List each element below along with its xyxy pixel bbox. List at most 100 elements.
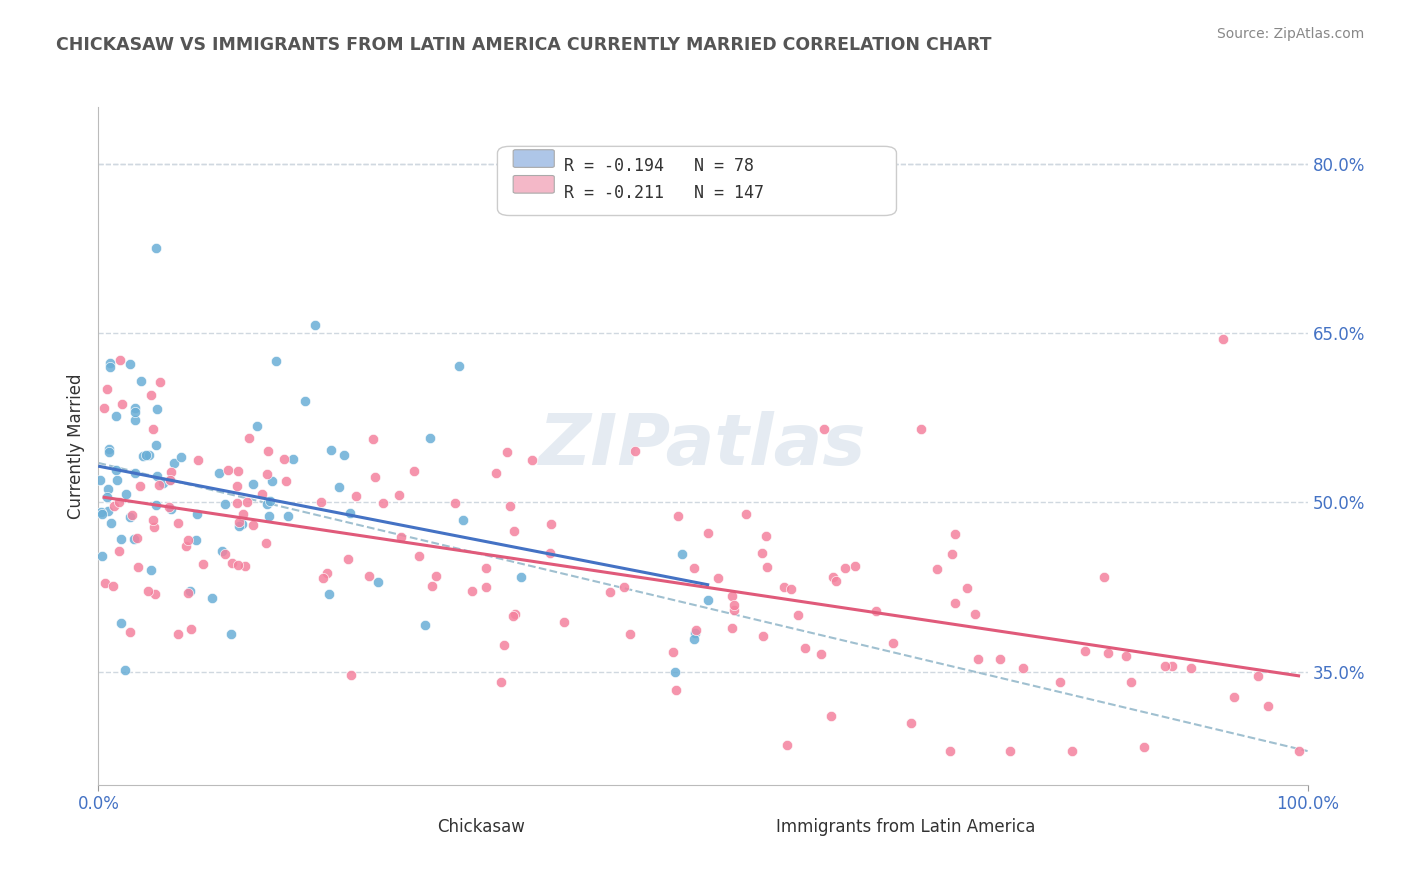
Point [228, 558, 250, 573]
Point [404, 464, 426, 478]
Point [94, 576, 117, 591]
Text: CHICKASAW VS IMMIGRANTS FROM LATIN AMERICA CURRENTLY MARRIED CORRELATION CHART: CHICKASAW VS IMMIGRANTS FROM LATIN AMERI… [56, 36, 991, 54]
Point [242, 476, 264, 491]
Point [259, 494, 281, 508]
Point [1161, 659, 1184, 673]
Point [98, 442, 121, 457]
Point [793, 641, 815, 656]
Point [97, 444, 120, 458]
Point [671, 547, 693, 561]
Point [346, 489, 368, 503]
Point [309, 494, 332, 508]
Point [1049, 674, 1071, 689]
Point [145, 241, 167, 255]
Point [105, 463, 128, 477]
Point [1257, 698, 1279, 713]
Point [124, 401, 146, 415]
Point [696, 592, 718, 607]
Point [256, 467, 278, 482]
Point [264, 354, 287, 368]
Point [129, 374, 152, 388]
Point [359, 569, 381, 583]
Point [274, 474, 297, 488]
Point [1011, 661, 1033, 675]
FancyBboxPatch shape [498, 146, 897, 216]
Point [825, 574, 848, 588]
Point [413, 617, 436, 632]
Point [273, 451, 295, 466]
Point [683, 626, 706, 640]
Point [810, 647, 832, 661]
Point [208, 466, 231, 480]
Point [214, 498, 236, 512]
Point [145, 498, 167, 512]
Point [389, 530, 412, 544]
Point [696, 526, 718, 541]
Point [152, 476, 174, 491]
Point [443, 496, 465, 510]
Point [776, 738, 799, 752]
Point [120, 624, 142, 639]
Point [283, 452, 305, 467]
Point [108, 353, 131, 368]
Point [226, 464, 249, 478]
Point [235, 495, 257, 509]
Point [254, 536, 277, 550]
Point [101, 579, 124, 593]
Point [170, 450, 193, 464]
Point [474, 580, 496, 594]
Point [683, 561, 706, 575]
Point [135, 448, 157, 462]
Point [613, 581, 636, 595]
Text: R = -0.211   N = 147: R = -0.211 N = 147 [564, 184, 763, 202]
Point [294, 394, 316, 409]
Point [318, 586, 340, 600]
Point [146, 468, 169, 483]
Point [167, 516, 190, 530]
Point [998, 744, 1021, 758]
Point [131, 450, 153, 464]
Point [219, 627, 242, 641]
Text: ZIPatlas: ZIPatlas [540, 411, 866, 481]
Point [1097, 647, 1119, 661]
Point [143, 587, 166, 601]
Point [489, 674, 512, 689]
Text: Source: ZipAtlas.com: Source: ZipAtlas.com [1216, 27, 1364, 41]
Point [721, 590, 744, 604]
Point [367, 574, 389, 589]
Point [90, 504, 112, 518]
Point [129, 479, 152, 493]
Point [108, 544, 131, 558]
Point [388, 488, 411, 502]
Point [820, 709, 842, 723]
Point [96, 382, 118, 396]
Point [496, 445, 519, 459]
Point [499, 499, 522, 513]
Point [180, 622, 202, 636]
Point [882, 636, 904, 650]
Point [96, 491, 118, 505]
Point [139, 563, 162, 577]
Point [120, 357, 142, 371]
Point [619, 627, 641, 641]
Point [225, 478, 247, 492]
Point [124, 413, 146, 427]
Point [122, 532, 145, 546]
Point [461, 583, 484, 598]
Point [685, 623, 707, 637]
Point [159, 501, 181, 516]
Point [90, 549, 112, 563]
Point [110, 532, 132, 546]
Point [118, 509, 141, 524]
Point [319, 442, 342, 457]
Text: R = -0.194   N = 78: R = -0.194 N = 78 [564, 156, 754, 175]
Point [148, 478, 170, 492]
Text: Immigrants from Latin America: Immigrants from Latin America [776, 819, 1035, 837]
Point [97, 504, 120, 518]
Point [159, 473, 181, 487]
Point [228, 518, 250, 533]
Point [226, 496, 249, 510]
Point [939, 744, 962, 758]
Point [664, 665, 686, 679]
Point [1133, 739, 1156, 754]
